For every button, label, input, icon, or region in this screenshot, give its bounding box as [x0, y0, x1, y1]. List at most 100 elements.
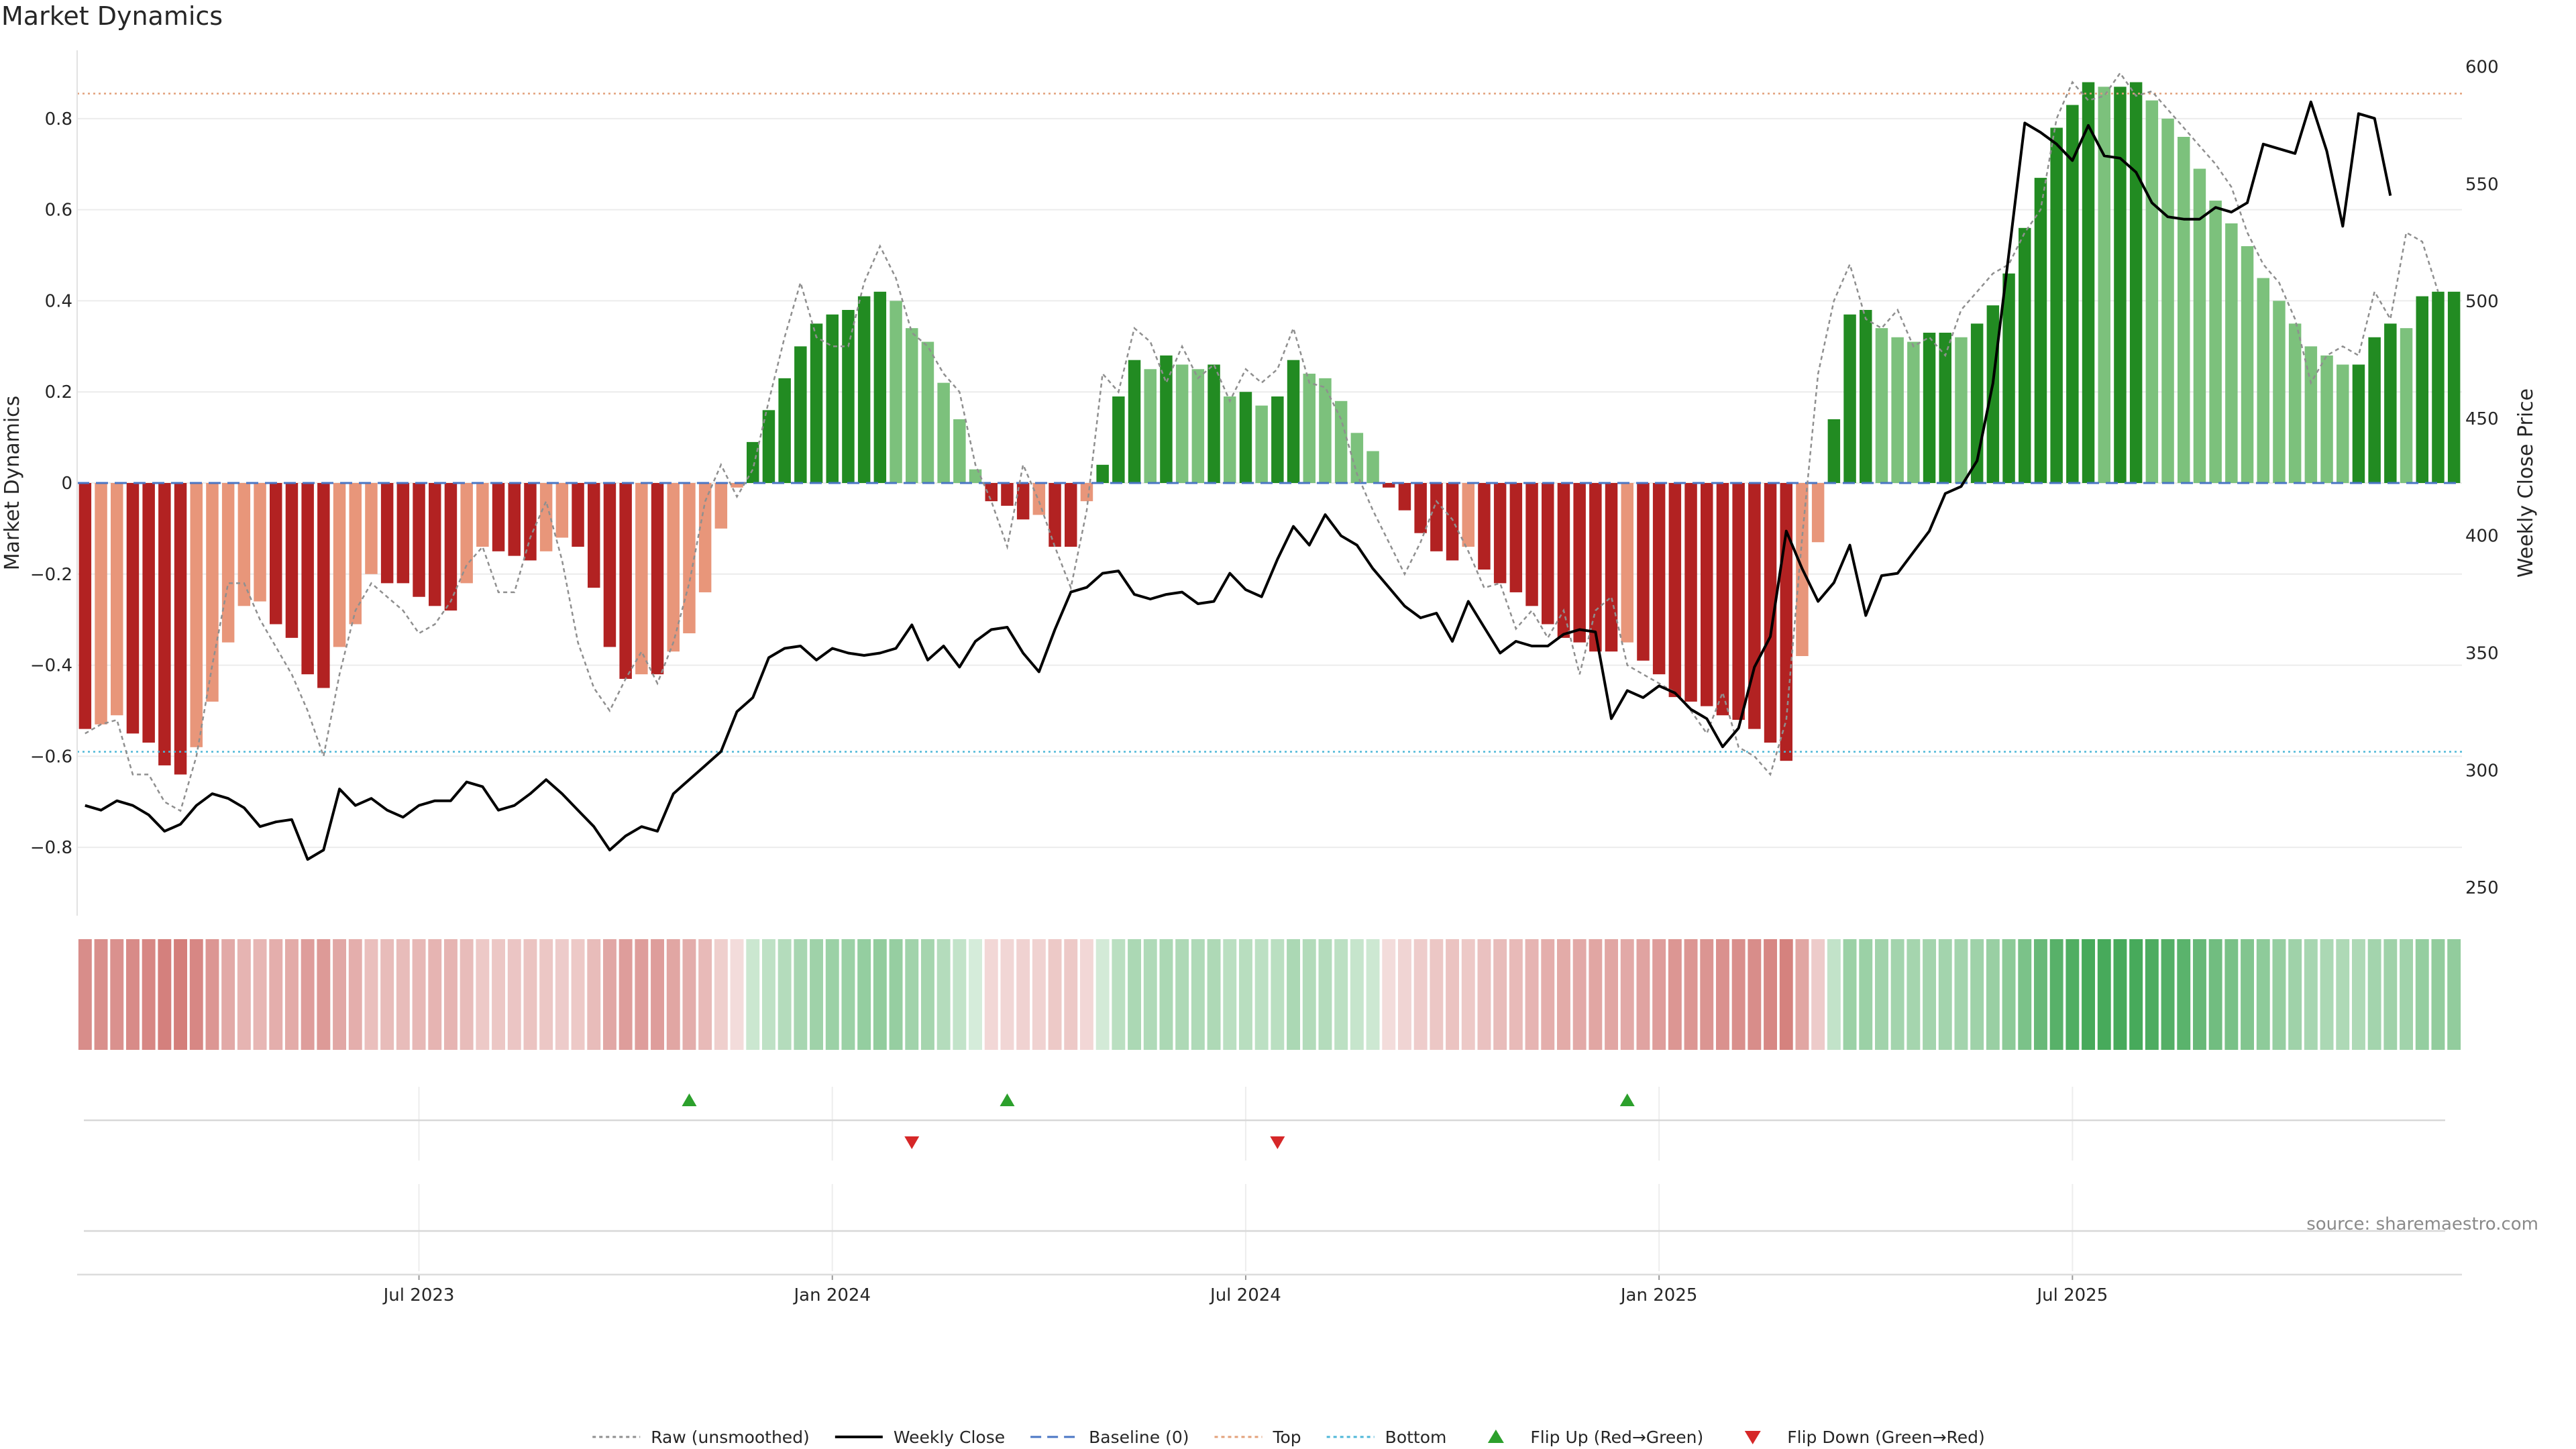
regime-cell: [1731, 939, 1746, 1050]
dynamics-bar: [254, 483, 266, 602]
regime-cell: [2272, 939, 2286, 1050]
dynamics-bar: [1875, 328, 1888, 483]
dynamics-bar: [1478, 483, 1491, 570]
flip-down-icon: [1744, 1431, 1761, 1444]
dynamics-bar: [1811, 483, 1825, 543]
y2-tick-label: 500: [2465, 292, 2499, 312]
dynamics-bar: [1986, 305, 2000, 483]
regime-cell: [969, 939, 983, 1050]
regime-cell: [1827, 939, 1841, 1050]
regime-cell: [364, 939, 378, 1050]
dynamics-bar: [1366, 451, 1379, 483]
y-tick-label: −0.4: [30, 656, 72, 676]
regime-cell: [1748, 939, 1762, 1050]
dynamics-bar: [1891, 337, 1904, 483]
dynamics-bar: [555, 483, 569, 538]
regime-cell: [1890, 939, 1904, 1050]
regime-cell: [2288, 939, 2302, 1050]
regime-cell: [682, 939, 696, 1050]
dynamics-bar: [1001, 483, 1014, 506]
dynamics-bar: [1430, 483, 1443, 551]
regime-cell: [1350, 939, 1364, 1050]
regime-cell: [953, 939, 967, 1050]
y-axis-label: Market Dynamics: [1, 396, 24, 571]
regime-cell: [253, 939, 267, 1050]
regime-cell: [269, 939, 283, 1050]
y2-tick-label: 600: [2465, 57, 2499, 77]
regime-cell: [619, 939, 633, 1050]
dynamics-bar: [651, 483, 664, 675]
regime-cell: [1287, 939, 1301, 1050]
regime-cell: [1461, 939, 1475, 1050]
regime-cell: [492, 939, 506, 1050]
dynamics-bar: [588, 483, 600, 588]
dynamics-bar: [221, 483, 235, 643]
regime-cell: [635, 939, 649, 1050]
dynamics-bar: [2241, 246, 2254, 483]
regime-cell: [1159, 939, 1173, 1050]
dynamics-bar: [2161, 118, 2174, 483]
dynamics-bar: [921, 341, 934, 483]
legend-item: Flip Down (Green→Red): [1744, 1428, 1985, 1447]
regime-cell: [2082, 939, 2096, 1050]
regime-cell: [412, 939, 426, 1050]
regime-cell: [1238, 939, 1252, 1050]
regime-cell: [2113, 939, 2127, 1050]
dynamics-bar: [1065, 483, 1077, 547]
dynamics-bar: [2337, 364, 2349, 483]
dynamics-bar: [953, 419, 966, 483]
legend-item: Top: [1214, 1428, 1301, 1447]
regime-cell: [1334, 939, 1348, 1050]
flip-down-marker: [1270, 1136, 1285, 1149]
regime-cell: [2447, 939, 2461, 1050]
dynamics-bar: [444, 483, 458, 611]
regime-cell: [1128, 939, 1142, 1050]
dynamics-bar: [2304, 346, 2318, 483]
dynamics-bar: [2050, 127, 2063, 484]
regime-cell: [158, 939, 172, 1050]
y-tick-label: 0.6: [45, 201, 72, 221]
regime-cell: [2049, 939, 2063, 1050]
dynamics-bar: [2447, 291, 2461, 483]
regime-cell: [110, 939, 124, 1050]
regime-cell: [507, 939, 521, 1050]
y2-tick-label: 300: [2465, 761, 2499, 781]
dynamics-bar: [365, 483, 378, 574]
regime-cell: [1366, 939, 1380, 1050]
regime-cell: [1430, 939, 1444, 1050]
regime-cell: [1636, 939, 1650, 1050]
dynamics-bar: [683, 483, 696, 634]
regime-cell: [1271, 939, 1285, 1050]
dynamics-bar: [1668, 483, 1682, 698]
regime-cell: [333, 939, 347, 1050]
dynamics-bar: [508, 483, 521, 556]
dynamics-bar: [1287, 360, 1300, 483]
dynamics-bar: [1414, 483, 1427, 533]
regime-cell: [1525, 939, 1539, 1050]
legend-item: Flip Up (Red→Green): [1487, 1428, 1703, 1447]
grid-lines: [77, 117, 2462, 1271]
regime-cell: [1620, 939, 1634, 1050]
dynamics-bar: [1319, 378, 1332, 483]
legend-label: Raw (unsmoothed): [651, 1428, 810, 1447]
regime-cell: [380, 939, 394, 1050]
regime-cell: [825, 939, 839, 1050]
dynamics-bar: [572, 483, 584, 547]
dynamics-bar: [380, 483, 394, 584]
regime-cell: [555, 939, 569, 1050]
regime-cell: [2336, 939, 2350, 1050]
dynamics-bar: [810, 323, 823, 483]
dynamics-bar: [1843, 314, 1856, 483]
dynamics-bar: [1701, 483, 1713, 706]
dynamics-bar: [1239, 392, 1252, 483]
regime-cell: [1000, 939, 1014, 1050]
dynamics-bar: [937, 382, 950, 483]
regime-cell: [1779, 939, 1793, 1050]
dynamics-bar: [2368, 337, 2381, 483]
regime-cell: [539, 939, 553, 1050]
dynamics-bar: [1525, 483, 1538, 606]
regime-cell: [1541, 939, 1555, 1050]
dynamics-bar: [714, 483, 728, 529]
flip-up-marker: [1619, 1093, 1635, 1106]
